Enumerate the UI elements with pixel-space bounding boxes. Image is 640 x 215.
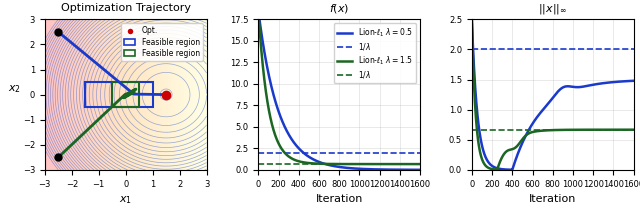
Line: Lion-$\ell_1$ $\lambda = 0.5$: Lion-$\ell_1$ $\lambda = 0.5$ bbox=[259, 11, 420, 170]
Lion-$\ell_1$ $\lambda = 0.5$ bbox=[403, 169, 410, 171]
Legend: Opt., Feasible region, Feasible region: Opt., Feasible region, Feasible region bbox=[121, 23, 203, 61]
Lion-$\ell_1$ $\lambda = 0.5$ bbox=[405, 169, 413, 171]
Bar bbox=[112, 82, 139, 107]
Lion-$\ell_1$ $\lambda = 0.5$ bbox=[356, 167, 364, 170]
Lion-$\ell_1$ $\lambda = 1.5$ bbox=[405, 163, 413, 165]
Y-axis label: $x_2$: $x_2$ bbox=[8, 83, 21, 95]
X-axis label: $x_1$: $x_1$ bbox=[119, 194, 132, 206]
Lion-$\ell_1$ $\lambda = 1.5$ bbox=[416, 163, 424, 165]
Lion-$\ell_1$ $\lambda = 1.5$ bbox=[336, 163, 344, 165]
Lion-$\ell_1$ $\lambda = 1.5$ bbox=[356, 163, 364, 165]
1/$\lambda$ bbox=[255, 151, 262, 154]
Title: Optimization Trajectory: Optimization Trajectory bbox=[61, 3, 191, 13]
Lion-$\ell_1$ $\lambda = 1.5$ bbox=[255, 9, 262, 12]
Lion-$\ell_1$ $\lambda = 1.5$ bbox=[317, 163, 325, 165]
Lion-$\ell_1$ $\lambda = 0.5$ bbox=[317, 161, 325, 164]
Lion-$\ell_1$ $\lambda = 1.5$ bbox=[413, 163, 421, 165]
Title: $f(x)$: $f(x)$ bbox=[329, 2, 349, 15]
Bar bbox=[85, 82, 152, 107]
Legend: Lion-$\ell_1$ $\lambda = 0.5$, 1/$\lambda$, Lion-$\ell_1$ $\lambda = 1.5$, 1/$\l: Lion-$\ell_1$ $\lambda = 0.5$, 1/$\lambd… bbox=[333, 23, 416, 83]
Lion-$\ell_1$ $\lambda = 0.5$ bbox=[413, 169, 421, 171]
X-axis label: Iteration: Iteration bbox=[316, 194, 363, 204]
1/$\lambda$ bbox=[255, 163, 262, 165]
Lion-$\ell_1$ $\lambda = 1.5$ bbox=[403, 163, 410, 165]
X-axis label: Iteration: Iteration bbox=[529, 194, 577, 204]
Lion-$\ell_1$ $\lambda = 0.5$ bbox=[255, 9, 262, 12]
Lion-$\ell_1$ $\lambda = 0.5$ bbox=[336, 166, 344, 168]
1/$\lambda$ bbox=[255, 151, 262, 154]
Title: $||x||_\infty$: $||x||_\infty$ bbox=[538, 2, 568, 15]
1/$\lambda$ bbox=[255, 163, 262, 165]
Lion-$\ell_1$ $\lambda = 0.5$ bbox=[416, 169, 424, 171]
Line: Lion-$\ell_1$ $\lambda = 1.5$: Lion-$\ell_1$ $\lambda = 1.5$ bbox=[259, 11, 420, 164]
